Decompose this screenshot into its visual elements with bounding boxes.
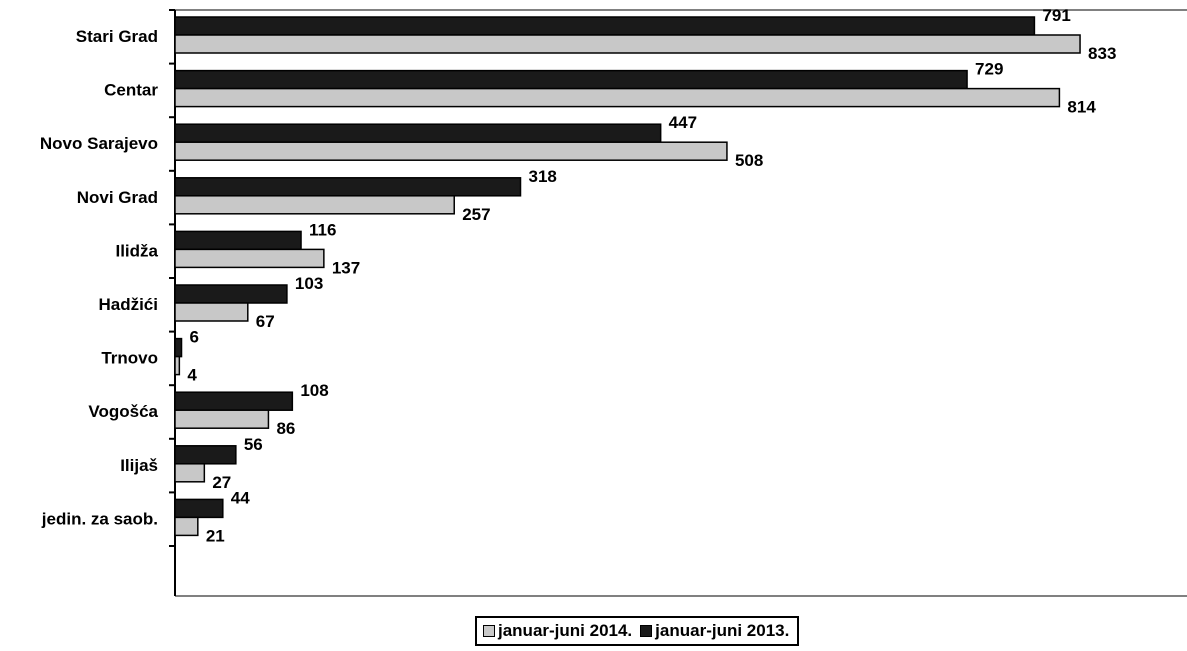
bar-2014 xyxy=(174,87,1061,108)
value-label-2013: 791 xyxy=(1042,6,1070,25)
bar-2013 xyxy=(174,230,302,251)
value-label-2013: 447 xyxy=(669,113,697,132)
category-label: jedin. za saob. xyxy=(41,509,158,528)
value-label-2014: 27 xyxy=(212,473,231,492)
category-label: Novi Grad xyxy=(77,188,158,207)
category-label: Centar xyxy=(104,81,158,100)
legend-label-2014: januar-juni 2014. xyxy=(498,621,633,640)
value-label-2014: 4 xyxy=(187,366,197,385)
bar-2013 xyxy=(174,445,237,465)
bar-2014 xyxy=(174,516,199,537)
bar-2014 xyxy=(174,248,325,269)
bar-2014 xyxy=(174,195,455,215)
bar-2013 xyxy=(174,284,288,304)
bar-2013 xyxy=(174,123,662,143)
category-label: Hadžići xyxy=(98,295,158,314)
value-label-2014: 508 xyxy=(735,151,763,170)
value-label-2013: 108 xyxy=(300,381,328,400)
value-label-2014: 257 xyxy=(462,205,490,224)
category-label: Stari Grad xyxy=(76,27,158,46)
bar-2013 xyxy=(174,16,1036,36)
value-label-2014: 21 xyxy=(206,526,225,545)
bar-2014 xyxy=(174,141,728,161)
bar-2013 xyxy=(174,498,224,519)
category-label: Trnovo xyxy=(101,349,158,368)
bar-2013 xyxy=(174,391,294,411)
bar-2013 xyxy=(174,69,968,90)
value-label-2014: 833 xyxy=(1088,44,1116,63)
bar-2014 xyxy=(174,409,270,429)
legend-swatch-2013 xyxy=(640,625,653,637)
category-label: Ilidža xyxy=(115,241,158,260)
legend-swatch-2014 xyxy=(483,625,495,637)
legend-item-2014: januar-juni 2014. xyxy=(483,621,632,641)
bar-2014 xyxy=(174,355,181,376)
bar-2014 xyxy=(174,463,206,483)
legend-label-2013: januar-juni 2013. xyxy=(655,621,790,640)
legend-item-2013: januar-juni 2013. xyxy=(640,621,789,641)
bar-2014 xyxy=(174,34,1081,54)
value-label-2013: 44 xyxy=(231,488,250,507)
category-label: Novo Sarajevo xyxy=(40,134,158,153)
value-label-2013: 6 xyxy=(190,328,199,347)
value-label-2014: 67 xyxy=(256,312,275,331)
bar-chart: Stari Grad 791 833 Centar 729 814 Novo Sarajev… xyxy=(40,6,1187,597)
value-label-2013: 318 xyxy=(529,167,557,186)
bar-2013 xyxy=(174,337,183,358)
value-label-2013: 729 xyxy=(975,60,1003,79)
value-label-2014: 814 xyxy=(1067,98,1096,117)
chart-legend: januar-juni 2014. januar-juni 2013. xyxy=(475,616,800,646)
category-label: Ilijaš xyxy=(120,456,158,475)
category-label: Vogošća xyxy=(88,402,158,421)
value-label-2014: 86 xyxy=(276,419,295,438)
value-label-2014: 137 xyxy=(332,258,360,277)
bar-2014 xyxy=(174,302,249,322)
bar-2013 xyxy=(174,177,522,197)
chart-labels: Stari Grad 791 833 Centar 729 814 Novo Sarajev… xyxy=(40,6,1117,545)
chart-bars xyxy=(174,16,1081,537)
value-label-2013: 116 xyxy=(309,220,336,239)
value-label-2013: 103 xyxy=(295,274,323,293)
value-label-2013: 56 xyxy=(244,435,263,454)
